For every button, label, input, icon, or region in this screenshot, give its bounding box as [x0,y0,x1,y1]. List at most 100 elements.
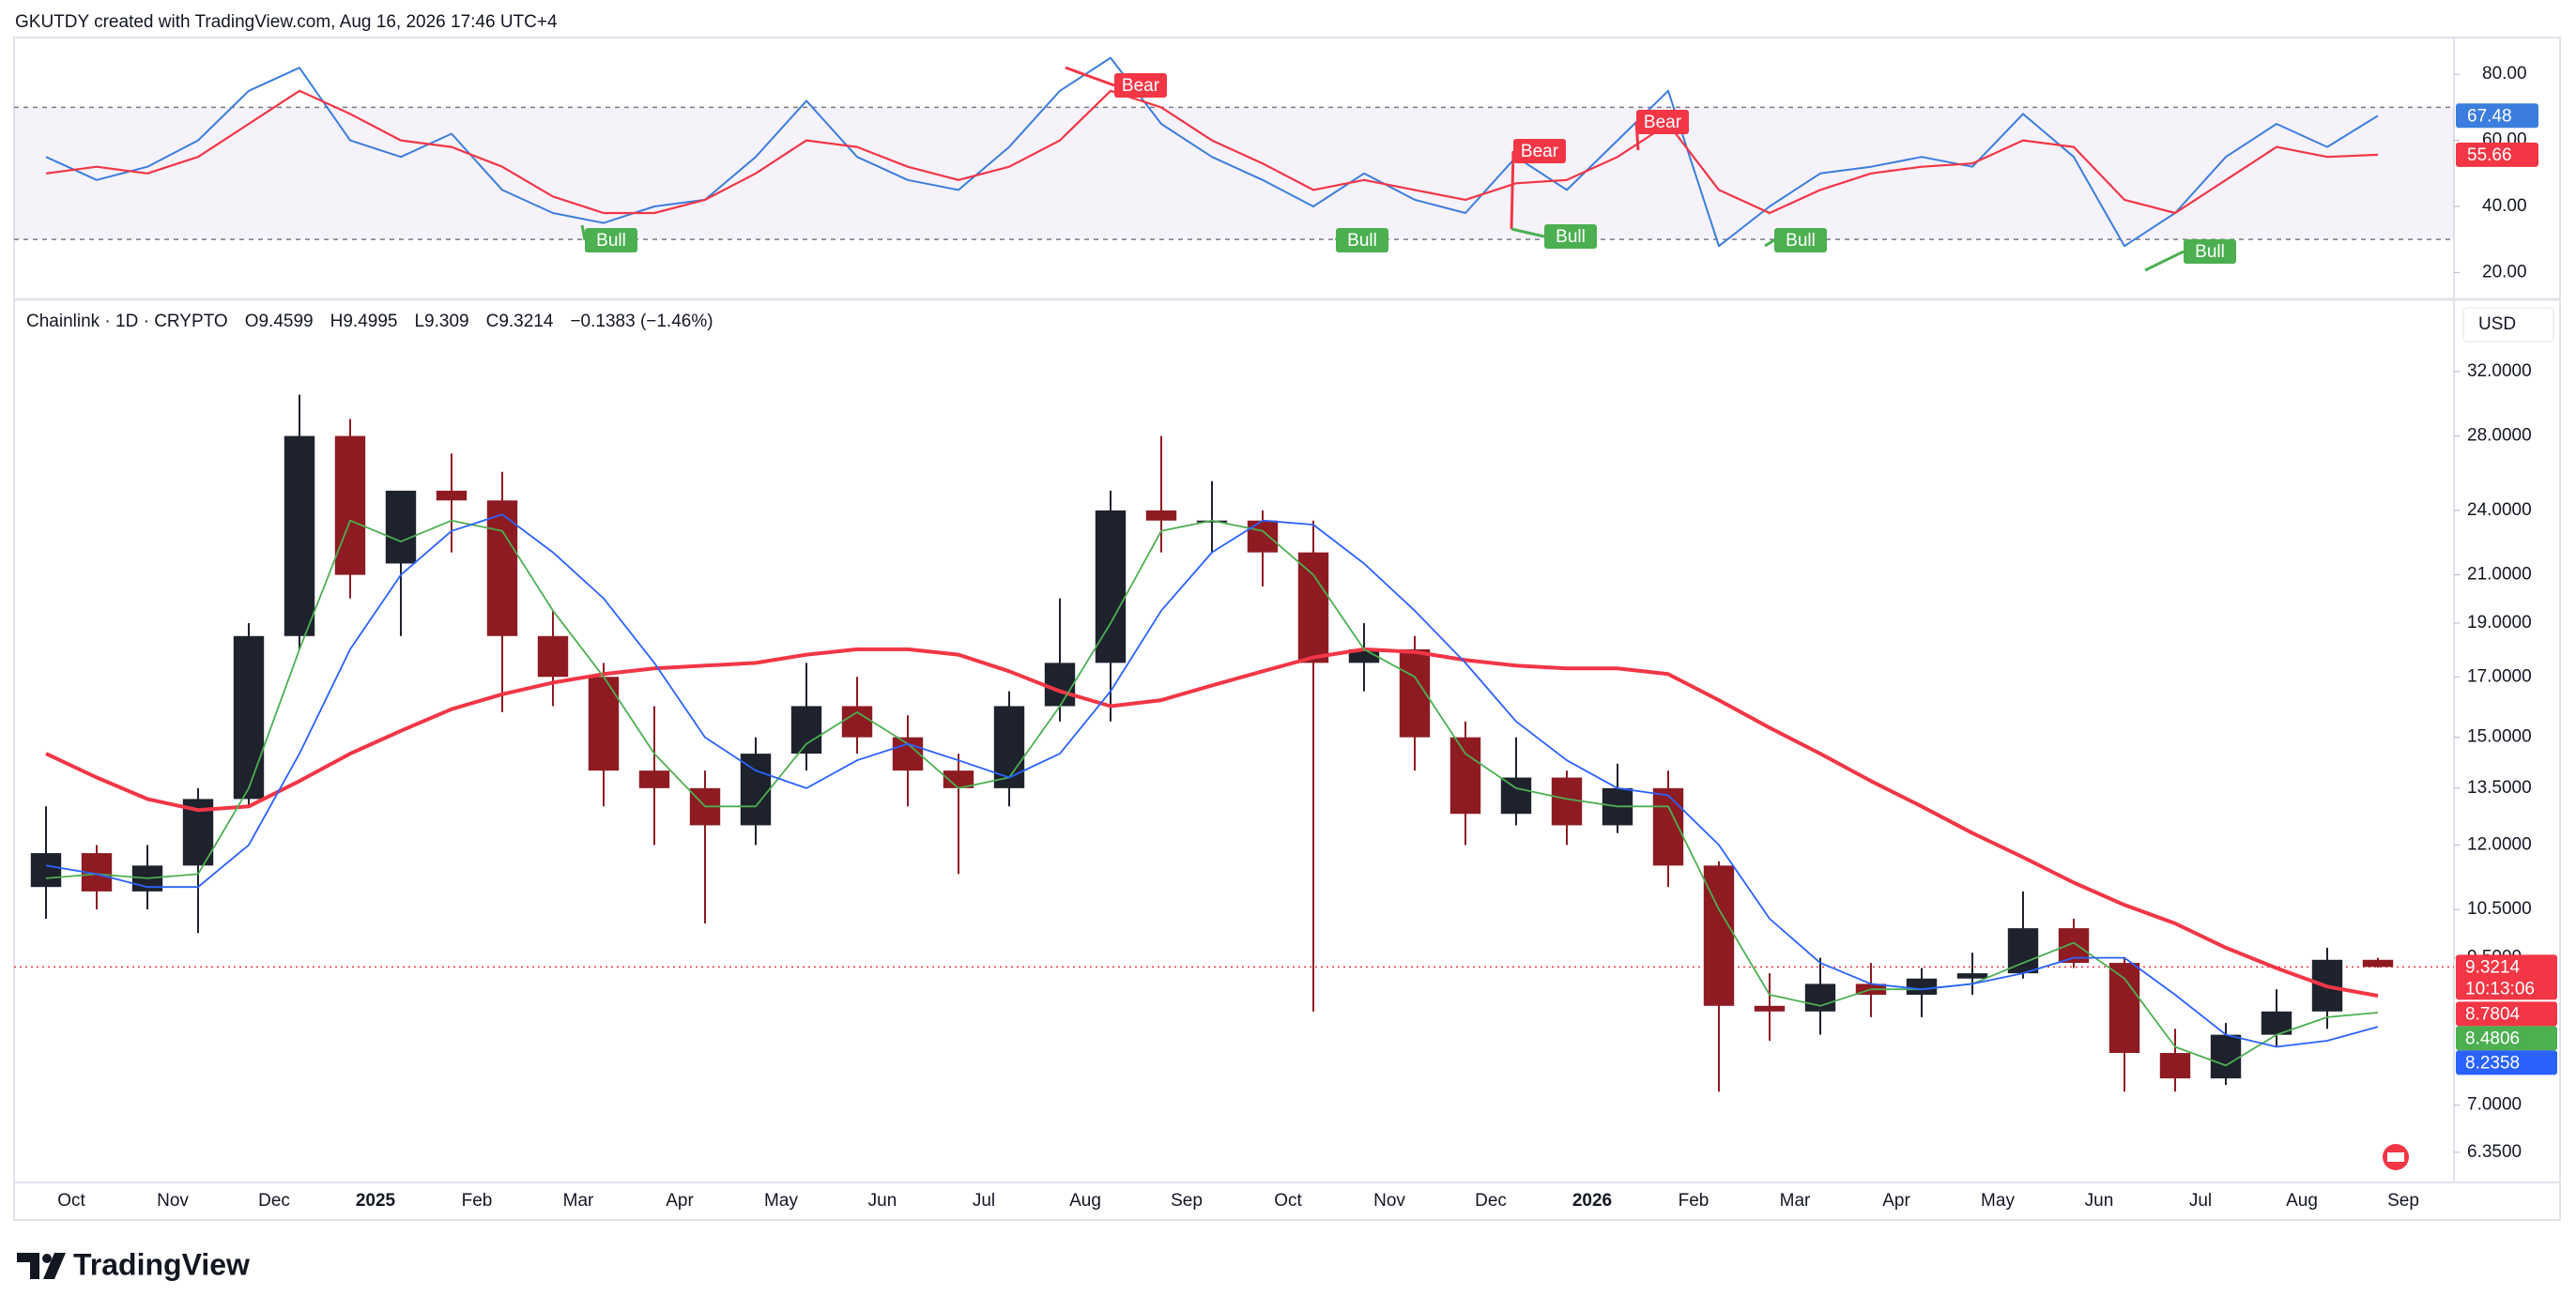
legend-value: 9.3214 [498,312,554,331]
moving-average [45,647,2379,998]
divergence-tag [1513,139,1566,163]
rsi-band [14,107,2454,240]
divergence-label: Bear [1521,142,1559,161]
candle-body [1145,510,1177,521]
candle-body [1196,520,1228,523]
candle-body [30,853,62,888]
price-tick-label: 10.5000 [2467,899,2532,919]
candle-body [2108,963,2140,1054]
rsi-tick-label: 80.00 [2482,64,2527,84]
moving-average [45,513,2379,1048]
x-tick-label: Apr [1882,1191,1910,1211]
price-tick-label: 13.5000 [2467,778,2532,798]
rsi-badge [2456,142,2538,167]
divergence-line [1510,150,1515,230]
legend-title: Chainlink · 1D · CRYPTO [26,312,228,331]
x-tick-label: 2026 [1572,1191,1612,1211]
divergence-line [1065,66,1115,87]
candle-body [1247,520,1279,553]
x-tick-label: Aug [1069,1191,1101,1211]
price-tick-label: 17.0000 [2467,666,2532,686]
price-tick-label: 7.0000 [2467,1095,2522,1115]
divergence-label: Bear [1644,113,1682,132]
x-tick-label: Mar [563,1191,594,1211]
price-tick-label: 6.3500 [2467,1142,2522,1162]
x-tick-label: Sep [2387,1191,2419,1211]
candle-body [334,435,366,575]
divergence-line [1764,238,1775,248]
divergence-tag [1114,73,1167,98]
price-tick-label: 32.0000 [2467,361,2532,381]
x-tick-label: Oct [1274,1191,1302,1211]
legend-value: 9.309 [424,312,469,331]
ma-badge [2456,1001,2557,1027]
currency-box[interactable] [2462,307,2554,343]
x-tick-label: Aug [2286,1191,2318,1211]
header-text: GKUTDY created with TradingView.com, Aug… [15,12,558,32]
moving-average [45,519,2379,1067]
legend-value: 9.4599 [258,312,313,331]
ma-badge [2456,1050,2557,1075]
candle-body [436,490,468,501]
rsi-badge-text: 67.48 [2467,106,2512,126]
countdown-text: 10:13:06 [2465,979,2535,998]
divergence-tag [1544,224,1597,249]
candle-body [1044,663,1076,707]
candle-body [1095,510,1127,663]
divergence-line [2144,250,2185,272]
candle-body [1551,777,1583,826]
divergence-label: Bull [1347,231,1377,251]
footer-brand: TradingView [73,1247,250,1281]
price-tick-label: 19.0000 [2467,613,2532,633]
divergence-tag [585,228,637,252]
candle-body [588,677,620,771]
legend-prefix: H [330,312,344,331]
candle-body [790,706,822,755]
legend-change: −0.1383 (−1.46%) [570,312,713,331]
candle-body [2007,928,2039,974]
ma-badge [2456,1026,2557,1051]
x-tick-label: Feb [462,1191,493,1211]
price-tick-label: 21.0000 [2467,565,2532,585]
rsi-tick-label: 40.00 [2482,196,2527,216]
legend-prefix: C [486,312,499,331]
x-tick-label: 2025 [356,1191,396,1211]
chart-frame [13,37,2561,1221]
x-tick-label: Jun [2085,1191,2114,1211]
divergence-line [580,224,587,241]
flag-icon [2383,1144,2409,1170]
rsi-line [45,56,2379,248]
price-tick-label: 24.0000 [2467,500,2532,520]
candle-body [233,635,265,800]
currency-label: USD [2478,314,2516,334]
candle-body [841,706,873,738]
divergence-label: Bear [1122,76,1160,96]
legend-prefix: L [414,312,424,331]
logo-mark [42,1254,52,1263]
divergence-tag [1774,228,1827,252]
price-tick-label: 12.0000 [2467,834,2532,854]
x-tick-label: Apr [666,1191,694,1211]
divergence-label: Bull [2195,242,2225,262]
x-tick-label: Jul [2189,1191,2212,1211]
legend-prefix: O [245,312,259,331]
candle-body [1804,983,1836,1012]
x-tick-label: Nov [157,1191,189,1211]
candle-body [1297,552,1329,663]
rsi-line [45,89,2379,215]
x-tick-label: May [764,1191,798,1211]
divergence-label: Bull [1556,227,1586,247]
x-tick-label: Jun [868,1191,897,1211]
legend: Chainlink · 1D · CRYPTO O9.4599 H9.4995 L9.… [26,312,713,331]
candle-body [638,770,670,788]
logo-mark [17,1253,39,1279]
divergence-tag [1336,228,1388,252]
candle-body [486,500,518,636]
price-tick-label: 28.0000 [2467,426,2532,446]
flag [2387,1152,2404,1162]
divergence-tag [1636,110,1689,134]
divergence-label: Bull [596,231,626,251]
candle-body [1754,1005,1786,1012]
